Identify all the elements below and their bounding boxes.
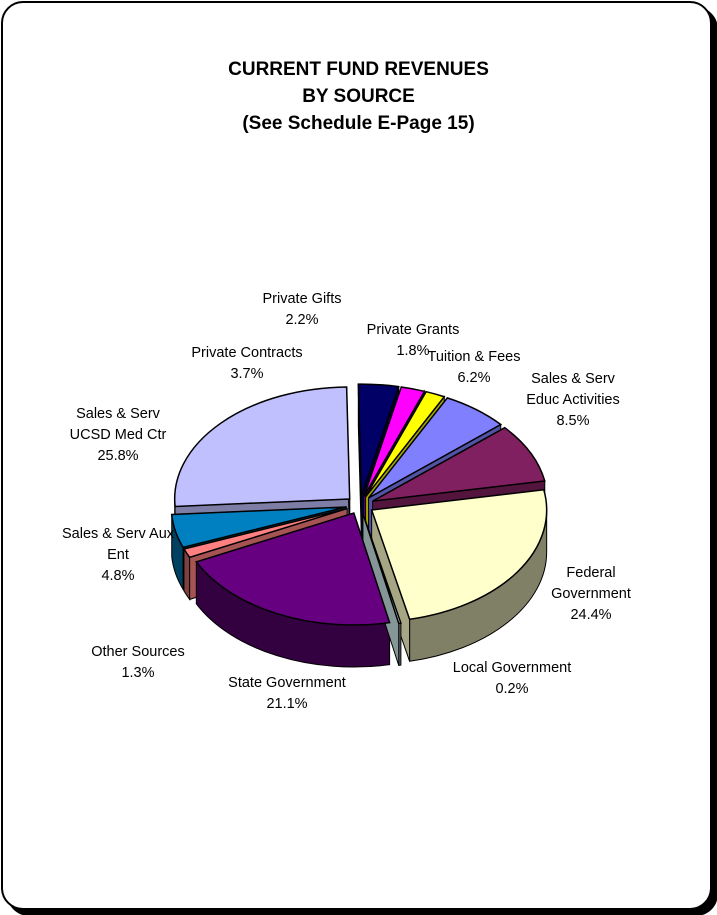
- slice-name-label-4-1: Educ Activities: [526, 392, 620, 408]
- pie-slice-0: [357, 383, 400, 497]
- pie-slice-6: [362, 513, 402, 625]
- chart-title-line-1: CURRENT FUND REVENUES: [228, 59, 489, 80]
- slice-label-5: Federal Government 24.4%: [551, 565, 631, 623]
- pie-slice-10: [173, 386, 351, 508]
- slice-value-label-4: 8.5%: [556, 413, 589, 429]
- slice-name-label-9-0: Sales & Serv Aux: [62, 526, 175, 542]
- slice-value-label-1: 2.2%: [285, 312, 318, 328]
- slice-value-label-5: 24.4%: [570, 607, 611, 623]
- pie-slice-2: [364, 390, 446, 498]
- slice-value-label-3: 6.2%: [457, 370, 490, 386]
- pie-slice-8: [182, 507, 348, 559]
- slice-name-label-6-0: Local Government: [453, 660, 571, 676]
- chart-title: CURRENT FUND REVENUES BY SOURCE (See Sch…: [0, 56, 717, 137]
- pie-slice-4: [372, 426, 546, 502]
- pie-slice-tops: [170, 383, 548, 626]
- chart-title-line-3: (See Schedule E-Page 15): [242, 113, 475, 134]
- slice-name-label-0-0: Private Contracts: [191, 345, 302, 361]
- slice-value-label-7: 21.1%: [266, 696, 307, 712]
- slice-label-4: Sales & Serv Educ Activities 8.5%: [526, 371, 620, 429]
- slice-label-8: Other Sources 1.3%: [91, 644, 185, 681]
- slice-name-label-4-0: Sales & Serv: [531, 371, 616, 387]
- pie-slice-7: [195, 512, 391, 626]
- slice-name-label-8-0: Other Sources: [91, 644, 185, 660]
- pie-labels: Private Contracts 3.7%Private Gifts 2.2%Pr…: [62, 291, 631, 712]
- slice-name-label-10-1: UCSD Med Ctr: [70, 427, 167, 443]
- slice-label-1: Private Gifts 2.2%: [263, 291, 342, 328]
- slice-value-label-8: 1.3%: [121, 665, 154, 681]
- slice-label-7: State Government 21.1%: [228, 675, 346, 712]
- slice-label-9: Sales & Serv Aux Ent 4.8%: [62, 526, 175, 584]
- slice-name-label-9-1: Ent: [107, 547, 129, 563]
- slice-label-3: Tuition & Fees 6.2%: [428, 349, 521, 386]
- slice-value-label-2: 1.8%: [396, 343, 429, 359]
- slice-label-2: Private Grants 1.8%: [367, 322, 460, 359]
- slice-value-label-6: 0.2%: [495, 681, 528, 697]
- slice-name-label-1-0: Private Gifts: [263, 291, 342, 307]
- pie-slice-1: [363, 386, 426, 497]
- slice-name-label-7-0: State Government: [228, 675, 346, 691]
- slice-name-label-5-0: Federal: [566, 565, 615, 581]
- pie-slice-5: [370, 488, 548, 621]
- slice-name-label-10-0: Sales & Serv: [76, 406, 161, 422]
- slice-value-label-9: 4.8%: [101, 568, 134, 584]
- pie-slice-9: [170, 506, 347, 549]
- slice-label-10: Sales & Serv UCSD Med Ctr 25.8%: [70, 406, 167, 464]
- slice-value-label-0: 3.7%: [230, 366, 263, 382]
- pie-slice-3: [368, 397, 503, 499]
- slice-name-label-3-0: Tuition & Fees: [428, 349, 521, 365]
- slice-name-label-5-1: Government: [551, 586, 631, 602]
- slice-value-label-10: 25.8%: [97, 448, 138, 464]
- slice-label-0: Private Contracts 3.7%: [191, 345, 302, 382]
- chart-title-line-2: BY SOURCE: [302, 86, 415, 107]
- slice-label-6: Local Government 0.2%: [453, 660, 571, 697]
- slice-name-label-2-0: Private Grants: [367, 322, 460, 338]
